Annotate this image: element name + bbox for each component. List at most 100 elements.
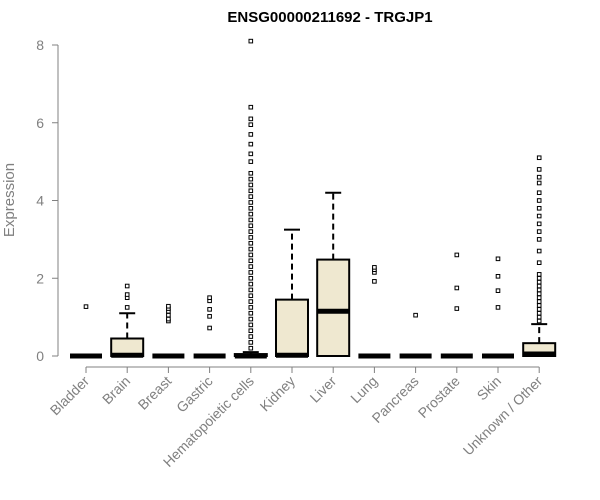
y-tick-label: 8: [36, 37, 44, 53]
box-10: [482, 256, 514, 359]
outlier-point: [536, 205, 542, 211]
outlier-point: [454, 285, 460, 291]
outlier-point: [248, 328, 254, 334]
outlier-point: [248, 188, 254, 194]
outlier-point: [248, 287, 254, 293]
outlier-point: [536, 167, 542, 172]
outlier-point: [248, 264, 254, 269]
outlier-point: [248, 176, 254, 182]
outlier-point: [248, 217, 254, 223]
outlier-point: [248, 240, 254, 246]
outlier-point: [248, 182, 254, 188]
box-3: [193, 295, 226, 359]
outlier-point: [495, 274, 501, 279]
box-4: [233, 38, 268, 359]
outlier-point: [248, 104, 254, 110]
outlier-point: [207, 295, 212, 300]
outlier-point: [536, 180, 542, 186]
outlier-point: [248, 305, 254, 310]
outlier-point: [248, 229, 254, 234]
outlier-point: [536, 213, 542, 219]
box-8: [399, 312, 432, 359]
outlier-point: [454, 306, 460, 311]
outlier-point: [495, 256, 501, 262]
outlier-point: [536, 291, 542, 297]
outlier-point: [536, 190, 542, 196]
outlier-point: [124, 292, 130, 297]
outlier-point: [413, 312, 418, 318]
x-tick-label: Kidney: [257, 373, 299, 415]
box-rect: [275, 298, 309, 358]
outlier-point: [536, 283, 542, 289]
outlier-point: [248, 270, 254, 275]
y-tick-label: 6: [36, 115, 44, 131]
outlier-point: [124, 305, 130, 310]
outlier-point: [248, 116, 254, 122]
outlier-point: [372, 265, 377, 270]
outlier-point: [536, 279, 542, 285]
boxes-group: [70, 38, 557, 359]
box-2: [152, 303, 185, 359]
outlier-point: [248, 340, 254, 345]
outlier-point: [248, 132, 254, 137]
box-rect: [316, 258, 351, 357]
x-tick-label: Liver: [307, 373, 340, 406]
x-tick-label: Skin: [474, 373, 505, 404]
outlier-point: [536, 260, 542, 265]
outlier-point: [248, 299, 254, 304]
outlier-point: [454, 252, 460, 258]
outlier-point: [536, 275, 542, 281]
outlier-point: [536, 155, 542, 161]
outlier-point: [536, 318, 542, 324]
outlier-point: [248, 151, 254, 157]
outlier-point: [248, 223, 254, 229]
outlier-point: [248, 205, 254, 211]
outlier-point: [166, 312, 171, 318]
outlier-point: [248, 258, 254, 264]
box-1: [110, 283, 145, 358]
outlier-point: [248, 322, 254, 328]
box-6: [316, 191, 351, 357]
x-axis: [85, 366, 540, 373]
outlier-point: [372, 279, 377, 284]
outlier-point: [495, 288, 501, 293]
outlier-point: [248, 38, 254, 44]
outlier-point: [536, 295, 542, 300]
x-tick-label: Prostate: [415, 373, 463, 421]
x-tick-label: Lung: [347, 373, 380, 406]
outlier-point: [495, 305, 501, 310]
y-axis-label: Expression: [1, 163, 18, 237]
y-tick-label: 2: [36, 270, 44, 286]
outlier-point: [248, 252, 254, 258]
outlier-point: [248, 275, 254, 281]
outlier-point: [248, 235, 254, 240]
y-axis: 0 2 4 6 8: [36, 37, 59, 364]
outlier-point: [248, 345, 254, 351]
box-7: [358, 265, 391, 359]
y-tick-label: 0: [36, 348, 44, 364]
x-tick-label: Bladder: [47, 373, 93, 419]
box-5: [275, 228, 309, 358]
x-tick-label: Breast: [135, 373, 175, 413]
outlier-point: [248, 170, 254, 176]
outlier-point: [124, 283, 130, 289]
outlier-point: [536, 307, 542, 312]
outlier-point: [536, 287, 542, 293]
outlier-point: [207, 307, 212, 312]
outlier-point: [248, 211, 254, 217]
outlier-point: [248, 293, 254, 299]
y-tick-label: 4: [36, 193, 44, 209]
outlier-point: [536, 248, 542, 254]
box-11: [522, 155, 557, 358]
outlier-point: [207, 314, 212, 319]
outlier-point: [536, 314, 542, 320]
outlier-point: [536, 272, 542, 277]
outlier-point: [536, 229, 542, 234]
outlier-point: [536, 221, 542, 227]
outlier-point: [536, 299, 542, 304]
box-9: [440, 252, 473, 359]
outlier-point: [248, 194, 254, 199]
outlier-point: [166, 316, 171, 322]
